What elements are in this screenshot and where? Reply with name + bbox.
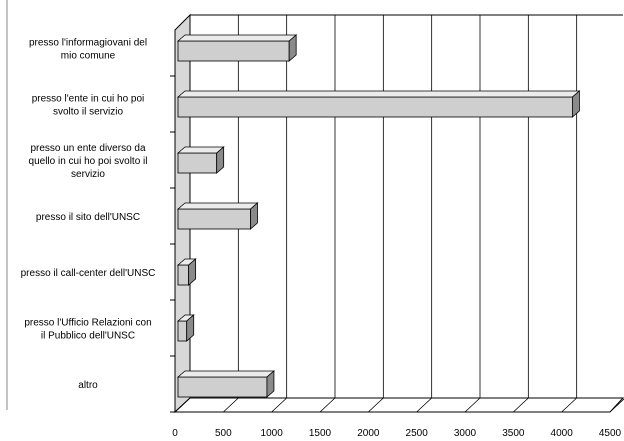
x-tick-label: 3000 bbox=[454, 428, 477, 439]
floor-grid-line bbox=[416, 397, 432, 413]
floor-grid-line bbox=[319, 397, 336, 413]
bar bbox=[176, 202, 259, 230]
floor bbox=[173, 397, 624, 413]
x-tick-label: 2000 bbox=[357, 428, 380, 439]
floor-grid-line bbox=[609, 398, 624, 413]
bar-side bbox=[216, 146, 225, 174]
y-tick-label: presso l'Ufficio Relazioni con il Pubblic… bbox=[24, 318, 151, 342]
bar bbox=[176, 90, 581, 118]
x-tick-label: 3500 bbox=[502, 428, 525, 439]
bar bbox=[176, 370, 276, 398]
bar-side bbox=[572, 90, 580, 118]
bar-side bbox=[188, 258, 197, 286]
bar-top bbox=[176, 90, 581, 98]
bar-top bbox=[176, 370, 276, 378]
x-tick-label: 2500 bbox=[406, 428, 429, 439]
x-tick-label: 4500 bbox=[599, 428, 622, 439]
y-tick-label: presso l'ente in cui ho poi svolto il ser… bbox=[32, 94, 145, 118]
y-tick-label: presso il sito dell'UNSC bbox=[36, 212, 140, 223]
y-tick-label: presso il call-center dell'UNSC bbox=[21, 268, 156, 279]
bar-side bbox=[288, 34, 297, 62]
floor-grid-line bbox=[464, 397, 481, 413]
bar bbox=[176, 34, 298, 62]
bar-side bbox=[186, 314, 195, 342]
bar-front bbox=[177, 96, 573, 118]
floor-grid-line bbox=[271, 397, 287, 413]
bar bbox=[176, 258, 197, 286]
floor-grid-line bbox=[223, 397, 239, 413]
bar-front bbox=[177, 152, 218, 174]
floor-grid-line bbox=[174, 397, 191, 413]
x-tick-label: 0 bbox=[172, 428, 178, 439]
floor-grid-line bbox=[513, 397, 529, 413]
bar bbox=[176, 314, 195, 342]
x-tick-label: 1000 bbox=[261, 428, 284, 439]
bar-top bbox=[176, 202, 259, 210]
bar-front bbox=[177, 40, 290, 62]
bar-top bbox=[176, 146, 225, 154]
bar-side bbox=[266, 370, 275, 398]
x-tick-label: 4000 bbox=[551, 428, 574, 439]
bar-front bbox=[177, 208, 251, 230]
y-tick-label: presso l'informagiovani del mio comune bbox=[29, 38, 147, 62]
bar-top bbox=[176, 34, 298, 42]
y-tick-label: presso un ente diverso da quello in cui h… bbox=[29, 143, 148, 180]
bar bbox=[176, 146, 225, 174]
x-tick-label: 1500 bbox=[309, 428, 332, 439]
y-tick-label: altro bbox=[78, 380, 98, 391]
x-tick-label: 500 bbox=[215, 428, 232, 439]
bar-front bbox=[177, 376, 268, 398]
floor-grid-line bbox=[368, 397, 384, 413]
bar-front bbox=[177, 264, 190, 286]
bar-side bbox=[250, 202, 258, 230]
bar-front bbox=[177, 320, 188, 342]
floor-grid-line bbox=[561, 397, 577, 413]
